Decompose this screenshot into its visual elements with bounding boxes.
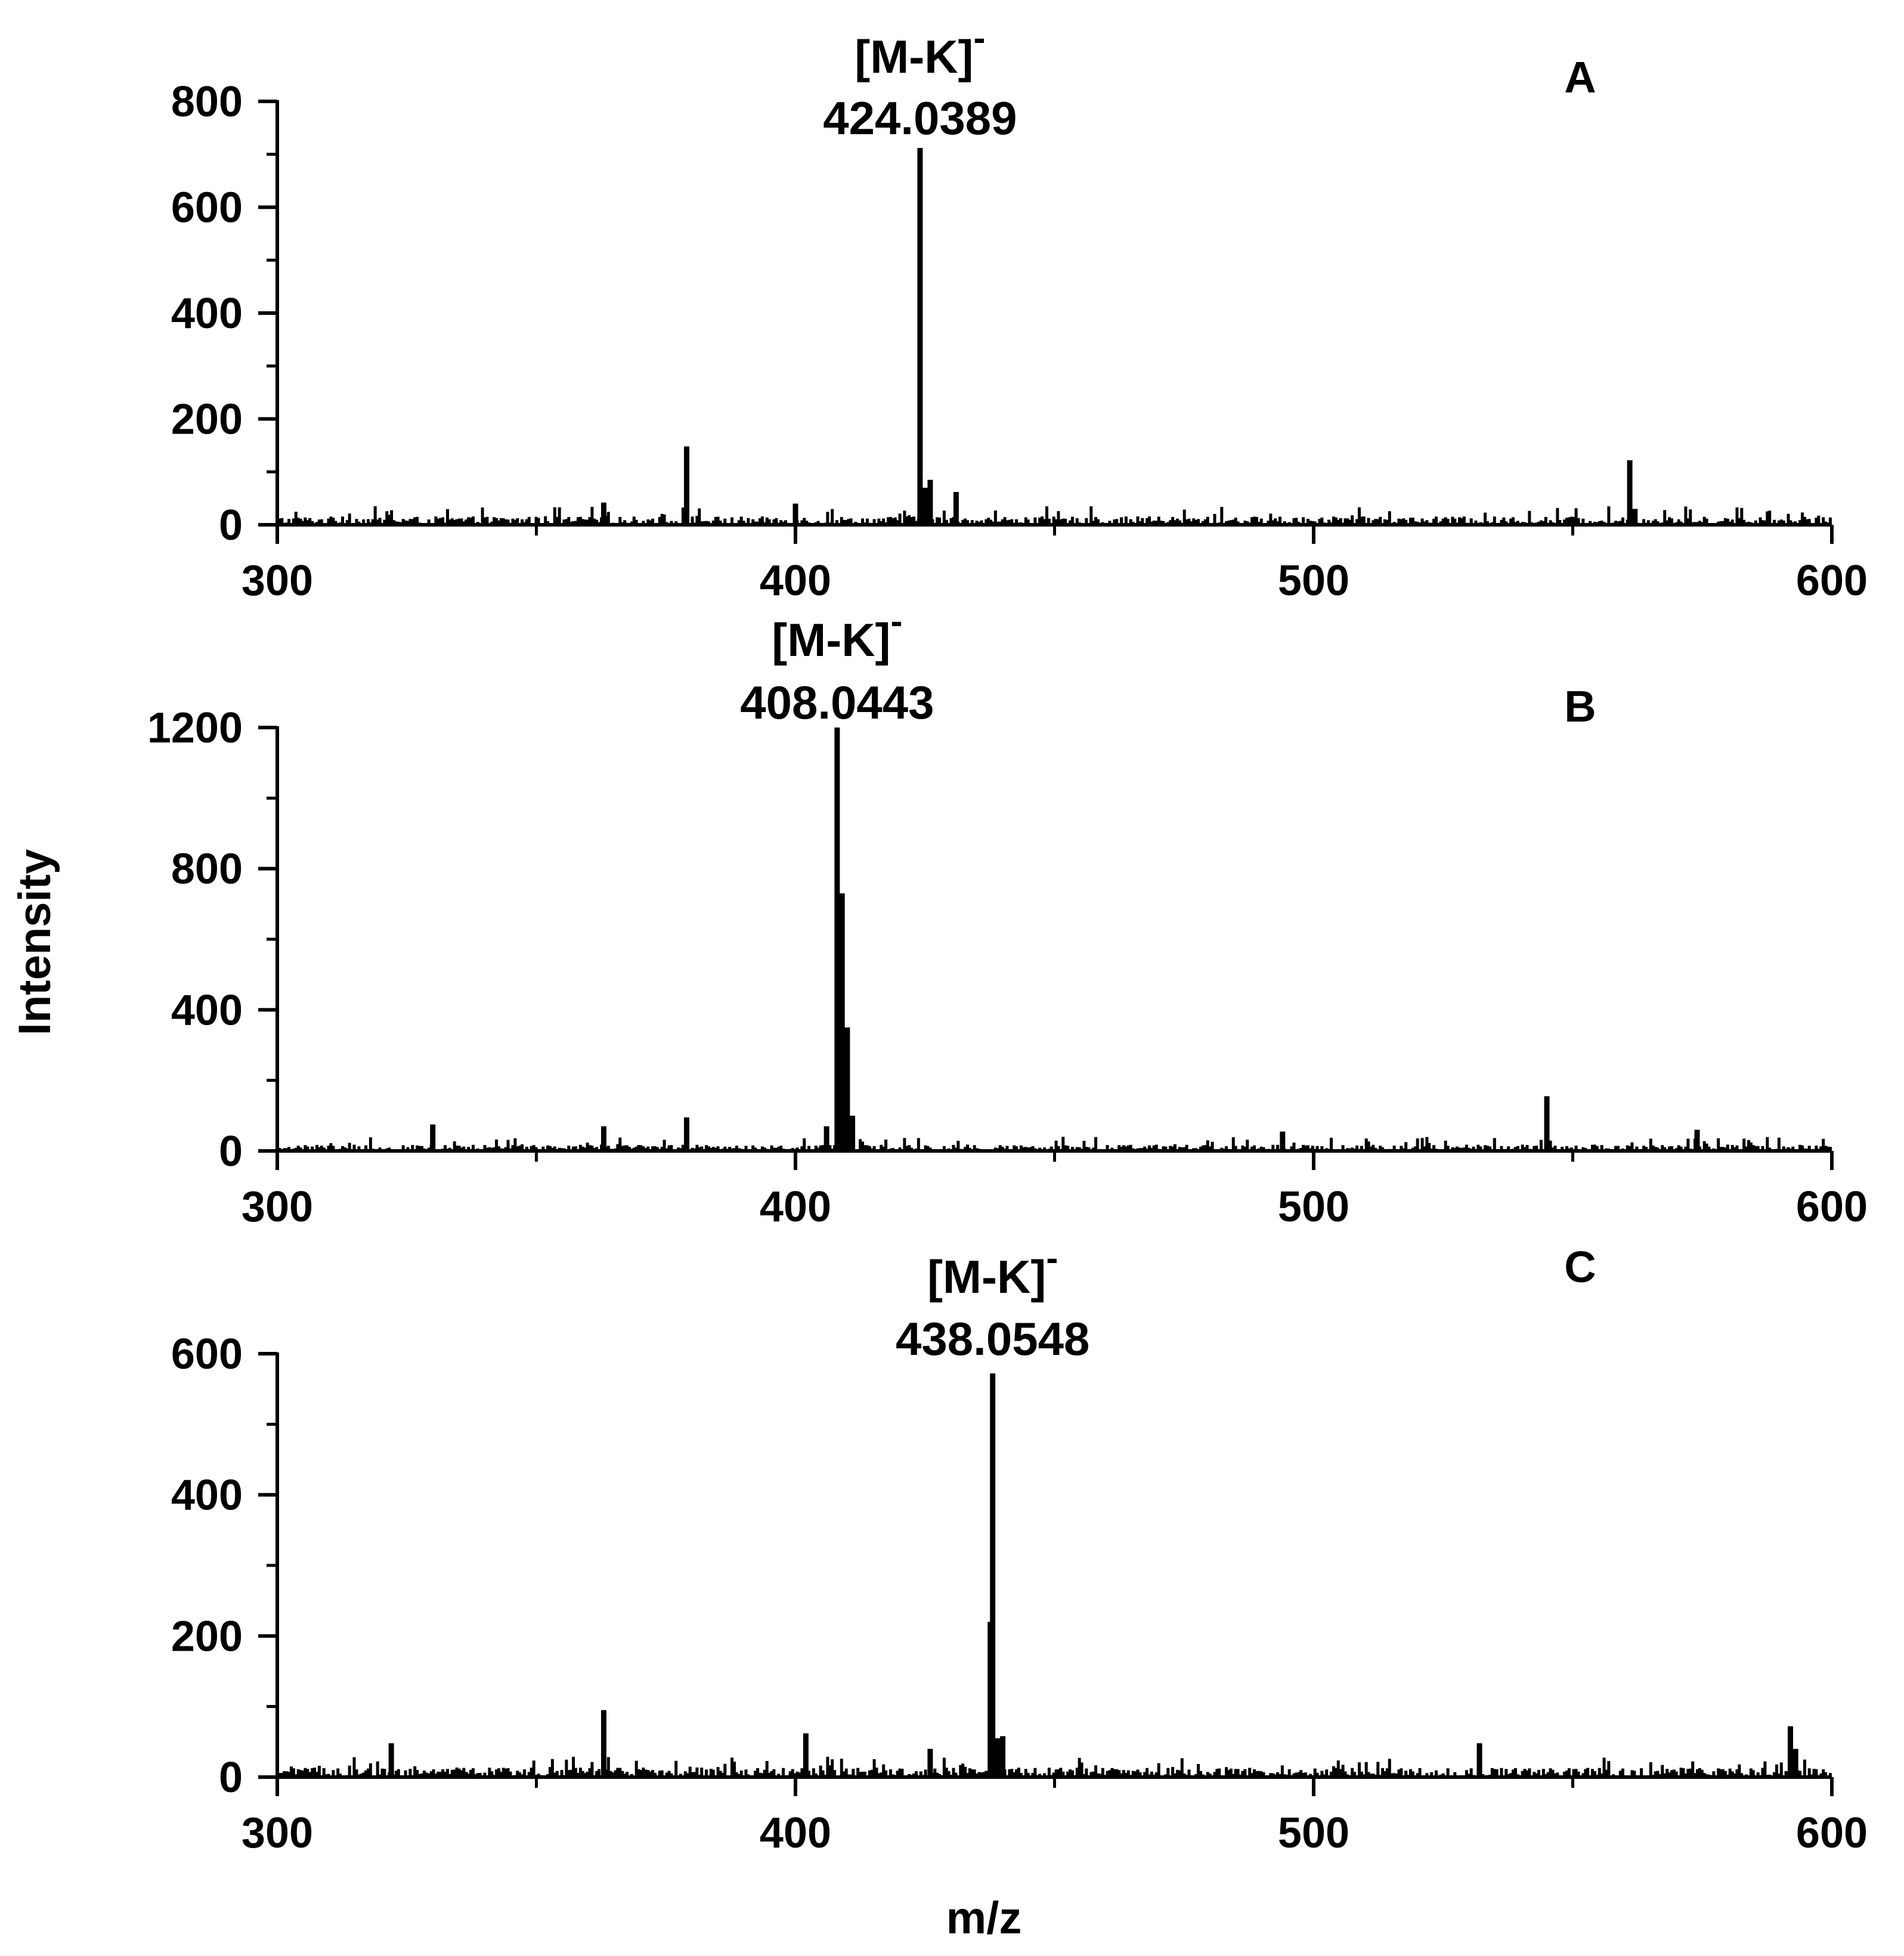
x-tick-label: 400 — [760, 1809, 831, 1857]
noise-floor — [275, 1756, 1832, 1777]
noise-floor — [275, 1137, 1832, 1151]
peak-annotation-charge: - — [1046, 1238, 1058, 1278]
y-tick-label: 400 — [171, 290, 243, 338]
spectrum-panels: 0 200 400 600 800 300 400 500 600 [M-K]- 424.0389 A… — [147, 18, 1868, 1857]
x-tick-label: 600 — [1796, 557, 1868, 605]
peak-annotation-mz: 424.0389 — [823, 92, 1017, 144]
x-tick-label: 500 — [1278, 1809, 1349, 1857]
peak-annotation-ion: [M-K]- — [855, 18, 985, 83]
x-tick-label: 600 — [1796, 1183, 1868, 1231]
y-tick-label: 0 — [219, 1128, 243, 1175]
x-tick-label: 300 — [242, 1809, 313, 1857]
x-tick-label: 300 — [242, 557, 313, 605]
peak-annotation-mz: 438.0548 — [896, 1313, 1089, 1365]
x-tick-label: 600 — [1796, 1809, 1868, 1857]
y-axis-title: Intensity — [10, 849, 60, 1036]
x-tick-label: 400 — [760, 1183, 831, 1231]
y-tick-label: 1200 — [147, 704, 243, 752]
y-tick-label: 400 — [171, 986, 243, 1034]
noise-floor — [275, 506, 1832, 525]
y-tick-label: 600 — [171, 184, 243, 232]
peak-annotation-charge: - — [891, 601, 903, 641]
spectrum-panel-b: 0 400 800 1200 300 400 500 600 [M-K]- 408.0443 B — [147, 601, 1868, 1231]
y-tick-label: 200 — [171, 1613, 243, 1660]
x-tick-label: 500 — [1278, 1183, 1349, 1231]
panel-label: B — [1564, 682, 1596, 731]
panel-label: C — [1564, 1242, 1596, 1292]
x-tick-label: 400 — [760, 557, 831, 605]
spectrum-panel-c: 0 200 400 600 300 400 500 600 [M-K]- 438.0548 C — [171, 1238, 1868, 1857]
spectrum-panel-a: 0 200 400 600 800 300 400 500 600 [M-K]- 424.0389 A — [171, 18, 1868, 605]
y-tick-label: 600 — [171, 1330, 243, 1378]
peak-annotation-ion: [M-K]- — [772, 601, 902, 666]
y-tick-label: 200 — [171, 396, 243, 444]
x-tick-label: 300 — [242, 1183, 313, 1231]
y-tick-label: 0 — [219, 1754, 243, 1802]
y-tick-label: 800 — [171, 846, 243, 893]
peak-annotation-ion: [M-K]- — [927, 1238, 1058, 1303]
peak-annotation-charge: - — [974, 18, 986, 58]
y-tick-label: 0 — [219, 502, 243, 549]
y-tick-label: 400 — [171, 1472, 243, 1519]
peak-annotation-mz: 408.0443 — [740, 676, 934, 729]
x-axis-title: m/z — [946, 1893, 1022, 1943]
x-tick-label: 500 — [1278, 557, 1349, 605]
panel-label: A — [1564, 52, 1596, 102]
y-tick-label: 800 — [171, 78, 243, 126]
